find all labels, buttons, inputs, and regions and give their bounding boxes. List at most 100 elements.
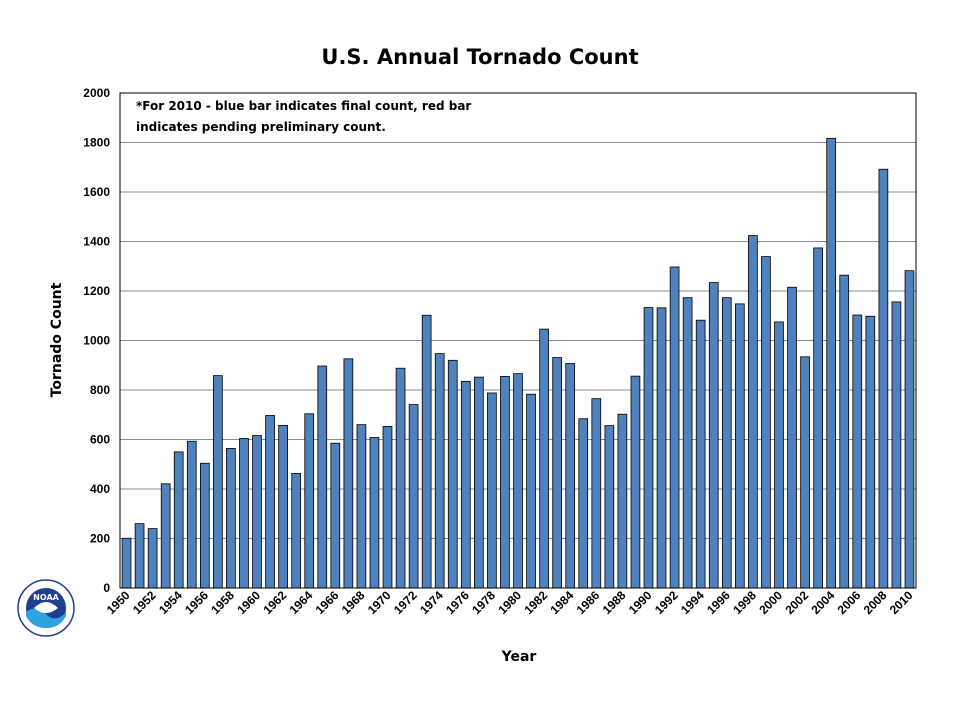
bar-1959 [239,438,249,589]
bar-1974 [434,353,445,589]
bar-1989 [630,375,641,589]
x-tick-label: 2008 [861,588,890,617]
bar-1995 [708,282,719,589]
y-tick-label: 1400 [83,235,110,249]
bar-1984 [565,363,576,589]
bar-1980 [513,373,523,589]
x-tick-label: 1984 [548,588,577,617]
bar-1966 [330,442,341,589]
bar-1992 [669,266,680,589]
x-tick-label: 1986 [574,588,603,617]
y-tick-label: 200 [90,532,110,546]
x-tick-label: 2010 [887,588,916,617]
bar-2009 [891,301,902,589]
bar-1978 [487,392,497,589]
x-tick-label: 1964 [287,588,316,617]
bar-1991 [656,307,667,589]
logo-wordmark: NOAA [33,593,59,602]
bar-2007 [865,315,876,589]
bar-1999 [761,256,771,589]
bar-1967 [343,358,354,589]
bar-1987 [604,425,615,589]
x-tick-label: 1998 [730,588,759,617]
bar-2004 [826,137,837,589]
x-tick-label: 1980 [495,588,524,617]
x-tick-label: 1960 [234,588,263,617]
bar-1996 [721,297,732,589]
bar-2010 [904,270,915,589]
bar-1979 [500,375,510,589]
y-tick-label: 0 [103,581,110,595]
x-tick-label: 1968 [339,588,368,617]
bar-1957 [213,375,223,589]
bar-1970 [382,425,393,589]
x-tick-label: 2006 [835,588,864,617]
bar-1972 [408,404,419,589]
bar-1960 [252,435,262,589]
y-tick-label: 2000 [83,86,110,100]
x-tick-label: 1992 [652,588,681,617]
bar-1985 [578,418,589,589]
noaa-logo-icon: NOAA [17,579,75,637]
bar-1952 [147,528,158,589]
x-tick-label: 1972 [391,588,420,617]
bar-1990 [643,307,654,589]
bar-2006 [852,314,863,589]
bar-1988 [617,413,628,589]
x-tick-label: 1952 [130,588,159,617]
bar-1982 [539,328,549,589]
bar-1961 [265,415,275,589]
chart-title: U.S. Annual Tornado Count [321,45,638,69]
x-tick-label: 1970 [365,588,394,617]
bar-2003 [813,247,823,589]
bar-1973 [421,314,432,589]
bar-1954 [173,451,184,589]
x-tick-label: 1954 [156,588,185,617]
x-tick-label: 1962 [260,588,289,617]
y-tick-label: 1600 [83,185,110,199]
bar-1956 [199,462,210,589]
x-tick-label: 1994 [678,588,707,617]
bar-1994 [695,319,706,589]
y-axis-tick-labels: 0 200 400 600 800 1000 1200 1400 1600 1800 2000 [83,86,110,595]
x-tick-label: 2004 [809,588,838,617]
bar-1977 [474,376,484,589]
bar-1953 [160,483,171,589]
bar-1951 [134,523,145,589]
bar-1968 [356,424,367,589]
bar-2000 [774,321,784,589]
x-tick-label: 1958 [208,588,237,617]
y-tick-label: 1200 [83,284,110,298]
x-tick-label: 1976 [443,588,472,617]
bar-1965 [317,365,328,589]
annotation-line-1: *For 2010 - blue bar indicates final cou… [136,99,471,113]
bar-1993 [682,297,693,589]
bar-1976 [460,380,471,589]
y-tick-label: 400 [90,482,110,496]
y-tick-label: 1800 [83,136,110,150]
x-tick-label: 1988 [600,588,629,617]
bar-1981 [526,393,536,589]
x-tick-label: 1966 [313,588,342,617]
x-tick-label: 1956 [182,588,211,617]
x-axis-label: Year [501,649,537,665]
bar-1963 [291,473,302,589]
y-tick-label: 800 [90,383,110,397]
bar-1975 [447,359,458,589]
x-tick-label: 2002 [782,588,811,617]
bar-1969 [369,437,380,589]
x-tick-label: 1996 [704,588,733,617]
x-axis-tick-labels: 1950195219541956195819601962196419661968… [104,588,916,617]
x-tick-label: 1990 [626,588,655,617]
bar-1955 [186,440,197,589]
bar-1998 [748,235,758,589]
x-tick-label: 1978 [469,588,498,617]
bar-1962 [278,424,288,589]
x-tick-label: 2000 [756,588,785,617]
y-axis-label: Tornado Count [49,282,65,397]
bar-1950 [121,537,132,589]
y-tick-label: 600 [90,433,110,447]
bar-2005 [839,274,850,589]
bar-1983 [552,357,562,589]
